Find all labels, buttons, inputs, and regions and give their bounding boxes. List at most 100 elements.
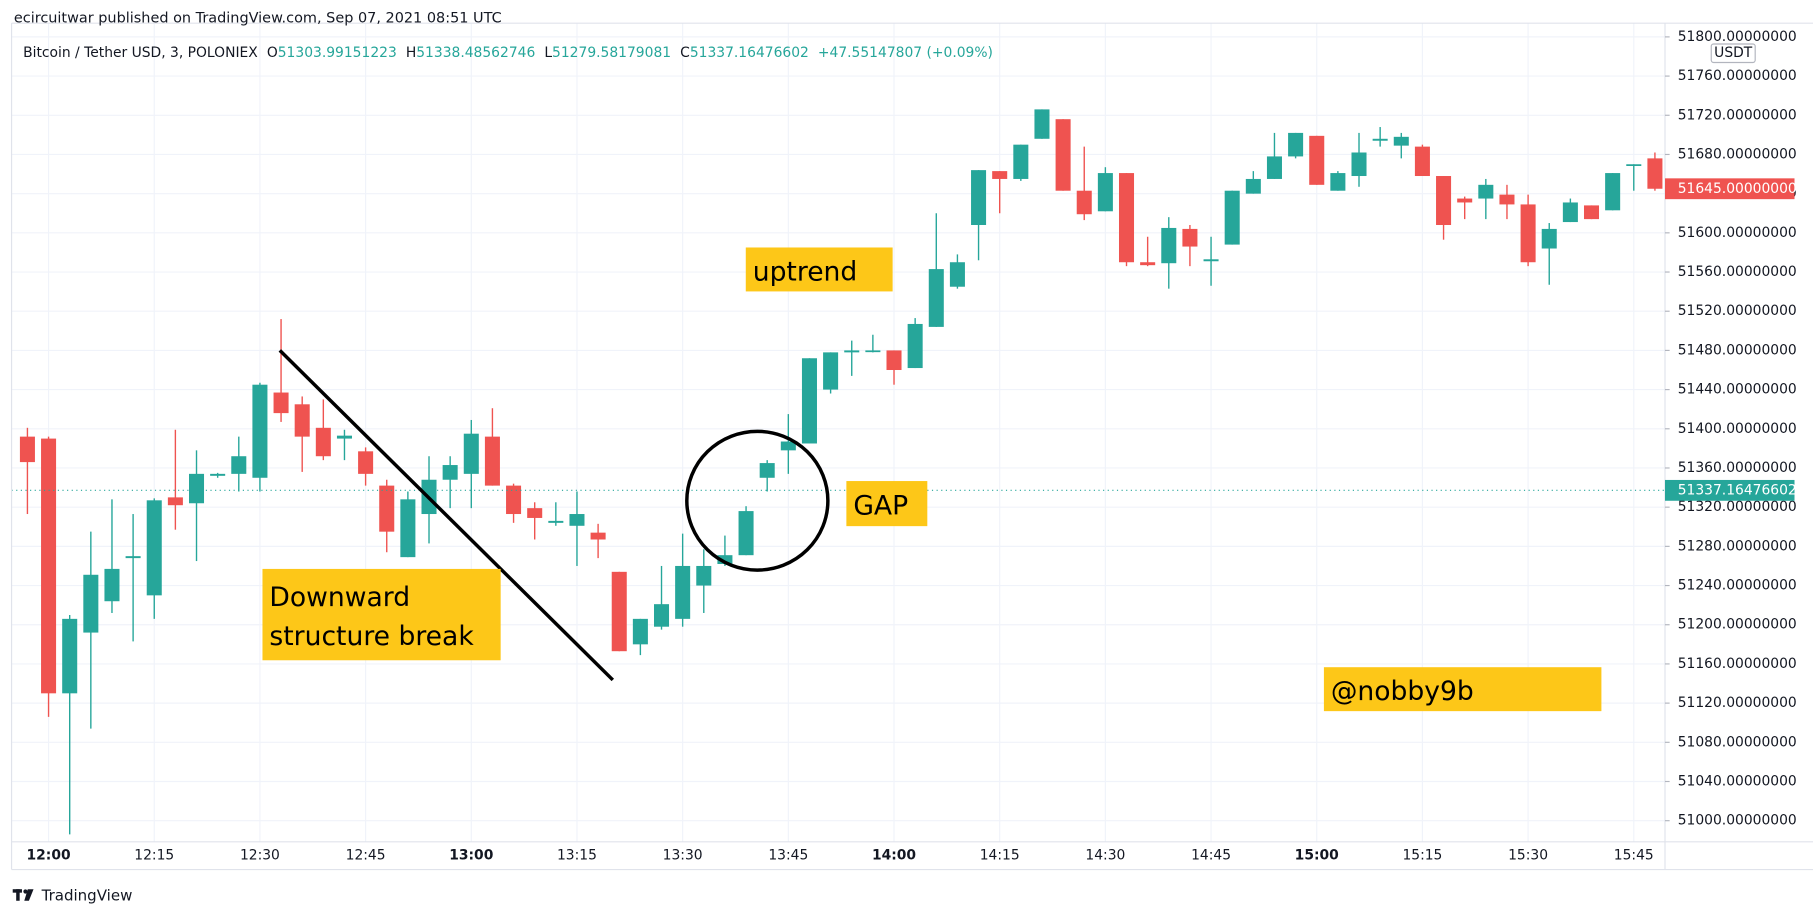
- candle-body: [400, 499, 416, 558]
- candles: [11, 109, 1665, 835]
- open-label: O: [267, 45, 278, 61]
- candle-body: [801, 358, 817, 444]
- candle-body: [231, 456, 247, 474]
- price-tag-label: 51337.16476602: [1678, 482, 1797, 498]
- candle-body: [1583, 205, 1600, 220]
- candle-body: [294, 404, 310, 437]
- y-tick-label: 51440.00000000: [1678, 382, 1797, 398]
- candle-body: [865, 350, 881, 353]
- candle-body: [949, 262, 965, 287]
- candle: [865, 334, 881, 353]
- candle: [379, 479, 395, 553]
- candle: [759, 460, 775, 492]
- x-tick-label: 14:15: [980, 848, 1020, 864]
- candle-body: [1266, 156, 1282, 179]
- candle-body: [506, 485, 522, 515]
- y-tick-label: 51480.00000000: [1678, 342, 1797, 358]
- candle: [1626, 164, 1642, 191]
- candle-body: [358, 451, 374, 474]
- candle-body: [844, 350, 860, 353]
- candle-body: [1309, 135, 1325, 185]
- x-tick-label: 15:45: [1614, 848, 1654, 864]
- candle-body: [992, 171, 1008, 179]
- candle-body: [1140, 262, 1156, 266]
- candle-body: [1013, 144, 1029, 179]
- candle: [125, 514, 141, 642]
- candle: [442, 456, 458, 509]
- candle-body: [1436, 176, 1452, 226]
- candle: [886, 350, 902, 385]
- y-tick-label: 51320.00000000: [1678, 499, 1797, 515]
- candle: [167, 429, 183, 530]
- candle-body: [1478, 184, 1494, 199]
- candle-body: [1118, 173, 1135, 263]
- candle-body: [1457, 198, 1473, 203]
- candle-body: [273, 392, 289, 414]
- candle: [1140, 236, 1156, 267]
- candle-body: [62, 618, 78, 694]
- candle-body: [1541, 228, 1557, 249]
- annotation-box: [1323, 667, 1602, 712]
- candle-body: [653, 604, 670, 627]
- annotation-box: [745, 247, 893, 292]
- candle: [611, 571, 627, 652]
- candle-body: [1351, 152, 1367, 177]
- candle-body: [1562, 202, 1578, 223]
- candle: [1055, 119, 1071, 191]
- candle: [569, 491, 585, 566]
- x-tick-label: 13:15: [557, 848, 597, 864]
- candle: [294, 396, 310, 472]
- high-value: 51338.48562746: [416, 45, 535, 61]
- candle: [653, 565, 670, 630]
- x-tick-label: 13:45: [768, 848, 808, 864]
- candle-body: [1182, 228, 1198, 247]
- x-tick-label: 14:00: [872, 848, 916, 864]
- currency-box: [1710, 43, 1756, 64]
- candle-body: [167, 497, 183, 506]
- candle-body: [780, 441, 796, 451]
- logo-part: [24, 889, 34, 901]
- annotation-text: uptrend: [753, 256, 858, 287]
- candle-body: [1330, 173, 1346, 191]
- candle-body: [907, 323, 923, 369]
- candle-body: [189, 473, 205, 504]
- candle: [1034, 109, 1050, 139]
- candle: [1583, 205, 1600, 220]
- candle: [62, 614, 78, 835]
- candle: [463, 419, 479, 509]
- candle-body: [611, 571, 627, 652]
- candle-body: [1097, 173, 1113, 212]
- candle: [992, 171, 1008, 214]
- x-tick-label: 14:30: [1085, 848, 1125, 864]
- candle: [1266, 132, 1282, 179]
- candle-body: [1393, 136, 1409, 146]
- x-tick-label: 15:00: [1295, 848, 1339, 864]
- y-tick-label: 51120.00000000: [1678, 695, 1797, 711]
- y-tick-label: 51400.00000000: [1678, 421, 1797, 437]
- candle: [696, 549, 712, 613]
- candle: [1647, 152, 1663, 191]
- candle: [780, 414, 796, 474]
- high-label: H: [406, 45, 416, 61]
- candle: [949, 254, 965, 289]
- candle: [844, 340, 860, 376]
- y-tick-label: 51200.00000000: [1678, 617, 1797, 633]
- logo: [12, 889, 34, 901]
- candle: [146, 498, 162, 619]
- candle-body: [19, 436, 35, 463]
- annotation-text: Downward: [269, 582, 410, 613]
- legend: Bitcoin / Tether USD, 3, POLONIEX O51303…: [23, 45, 993, 61]
- candle: [1118, 173, 1135, 267]
- x-tick-label: 15:30: [1508, 848, 1548, 864]
- candle: [971, 170, 987, 261]
- candle-body: [1245, 178, 1261, 194]
- candle-body: [1520, 204, 1536, 263]
- candle: [484, 408, 500, 486]
- y-tick-label: 51040.00000000: [1678, 774, 1797, 790]
- candle: [1097, 167, 1113, 212]
- x-tick-label: 12:00: [27, 848, 71, 864]
- header: ecircuitwar published on TradingView.com…: [14, 11, 502, 27]
- candle-body: [1499, 194, 1515, 205]
